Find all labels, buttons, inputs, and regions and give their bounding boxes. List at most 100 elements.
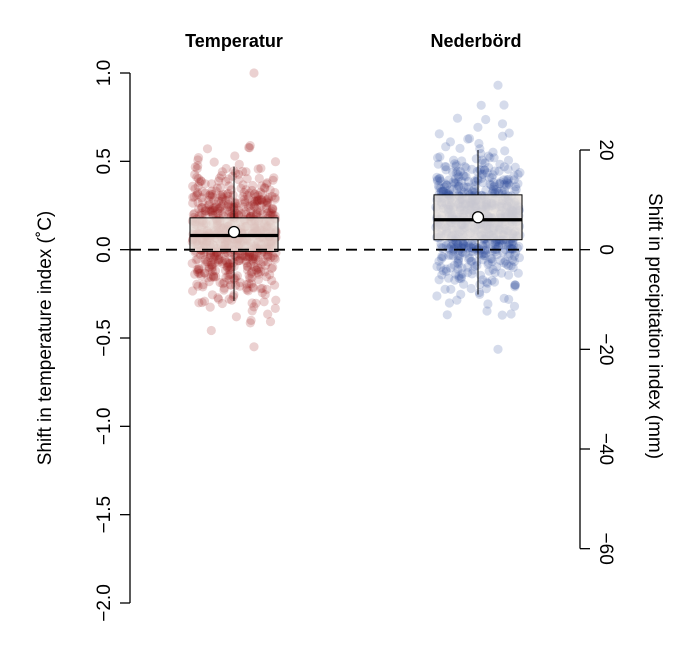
data-point <box>258 197 268 207</box>
data-point <box>441 165 451 175</box>
data-point <box>226 280 236 290</box>
data-point <box>434 129 444 139</box>
data-point <box>474 249 484 259</box>
data-point <box>463 262 473 272</box>
data-point <box>233 256 243 266</box>
data-point <box>502 176 512 186</box>
data-point <box>489 277 500 287</box>
data-point <box>503 241 513 251</box>
data-point <box>268 262 278 272</box>
data-point <box>188 181 198 191</box>
data-point <box>207 260 217 270</box>
boxplot-group <box>189 166 279 301</box>
data-point <box>270 157 281 167</box>
data-point <box>221 272 231 282</box>
data-point <box>489 177 499 188</box>
data-point <box>261 272 272 282</box>
data-point <box>241 185 251 195</box>
data-point <box>259 297 269 307</box>
data-point <box>247 185 257 196</box>
data-point <box>233 256 244 266</box>
data-point <box>435 152 445 162</box>
data-point <box>479 245 490 255</box>
data-point <box>205 252 215 263</box>
data-point <box>209 252 219 262</box>
data-point <box>230 251 240 261</box>
left-tick-label: −0.5 <box>94 319 115 357</box>
data-point <box>440 162 450 172</box>
data-point <box>246 268 256 278</box>
data-point <box>246 279 256 289</box>
data-point <box>236 209 246 219</box>
data-point <box>240 251 250 261</box>
data-point <box>492 262 502 272</box>
data-point <box>232 198 242 208</box>
data-point <box>241 258 252 268</box>
data-point <box>456 289 466 299</box>
data-point <box>241 209 251 219</box>
data-point <box>252 196 262 206</box>
data-point <box>249 202 259 212</box>
data-point <box>244 252 254 262</box>
data-point <box>451 269 461 279</box>
data-point <box>466 283 476 294</box>
data-point <box>206 189 216 199</box>
data-point <box>249 302 259 312</box>
data-point <box>201 206 211 216</box>
data-point <box>504 270 514 280</box>
data-point <box>224 181 234 191</box>
data-point <box>208 271 219 281</box>
data-point <box>501 180 512 190</box>
data-point <box>217 298 227 309</box>
data-point <box>223 174 234 184</box>
left-tick-label: −1.5 <box>94 496 115 534</box>
data-point <box>467 269 477 279</box>
data-point <box>449 260 459 270</box>
data-point <box>198 280 208 290</box>
data-point <box>452 238 463 248</box>
data-point <box>224 195 234 205</box>
data-point <box>193 161 203 171</box>
data-point <box>233 169 244 179</box>
data-point <box>460 162 470 172</box>
data-point <box>433 159 443 169</box>
data-point <box>210 266 221 276</box>
data-point <box>188 192 198 202</box>
data-point <box>474 287 484 298</box>
data-point <box>200 268 210 278</box>
data-point <box>206 325 216 336</box>
data-point <box>197 193 207 203</box>
data-point <box>456 274 466 284</box>
data-point <box>261 260 271 270</box>
data-point <box>481 284 491 294</box>
data-point <box>488 170 498 180</box>
data-point <box>453 240 463 250</box>
data-point <box>245 143 255 153</box>
data-point <box>231 280 241 290</box>
data-point <box>450 275 460 285</box>
data-point <box>444 175 454 185</box>
data-point <box>482 168 492 178</box>
data-point <box>212 199 222 209</box>
data-point <box>433 153 443 163</box>
data-point <box>476 100 486 110</box>
data-point <box>450 178 460 188</box>
data-point <box>246 315 256 325</box>
data-point <box>503 174 513 184</box>
data-point <box>510 280 520 290</box>
data-point <box>495 179 505 189</box>
data-point <box>490 238 500 248</box>
data-point <box>262 198 272 208</box>
data-point <box>230 168 240 178</box>
data-point <box>253 196 263 206</box>
data-point <box>499 175 509 185</box>
data-point <box>453 264 463 274</box>
data-point <box>441 241 451 251</box>
data-point <box>203 273 213 283</box>
data-point <box>200 259 210 269</box>
data-point <box>268 203 278 213</box>
left-tick-label: 1.0 <box>94 60 115 86</box>
data-point <box>214 254 224 264</box>
data-point <box>481 185 491 195</box>
data-point <box>434 174 445 184</box>
